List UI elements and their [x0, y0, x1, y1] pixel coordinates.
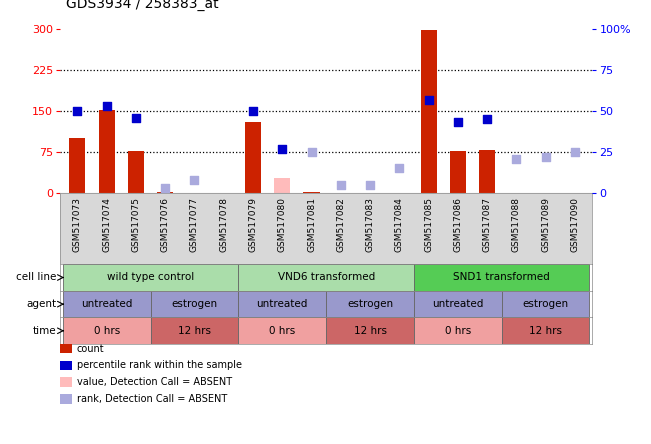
Bar: [274, 178, 290, 193]
Text: GSM517090: GSM517090: [570, 197, 579, 252]
Text: GSM517087: GSM517087: [482, 197, 492, 252]
Text: 12 hrs: 12 hrs: [178, 326, 211, 336]
Point: [482, 115, 492, 123]
Point: [394, 165, 404, 172]
Text: estrogen: estrogen: [523, 299, 569, 309]
Bar: [414, 317, 502, 344]
Bar: [99, 110, 115, 193]
Point: [131, 114, 141, 121]
Text: percentile rank within the sample: percentile rank within the sample: [77, 361, 242, 370]
Text: untreated: untreated: [81, 299, 132, 309]
Bar: [62, 317, 150, 344]
Point: [540, 154, 551, 161]
Point: [307, 148, 317, 156]
Bar: [238, 291, 326, 317]
Bar: [245, 122, 261, 193]
Bar: [326, 291, 414, 317]
Text: SND1 transformed: SND1 transformed: [453, 273, 550, 282]
Point: [570, 148, 580, 156]
Text: GSM517082: GSM517082: [337, 197, 345, 252]
Text: cell line: cell line: [16, 273, 57, 282]
Point: [277, 145, 288, 152]
Bar: [70, 139, 85, 193]
Text: GSM517081: GSM517081: [307, 197, 316, 252]
Text: GSM517075: GSM517075: [132, 197, 141, 252]
Text: time: time: [33, 326, 57, 336]
Point: [365, 181, 375, 188]
Bar: [502, 291, 590, 317]
Text: 0 hrs: 0 hrs: [269, 326, 296, 336]
Text: VND6 transformed: VND6 transformed: [277, 273, 375, 282]
Point: [72, 107, 83, 115]
Text: GSM517076: GSM517076: [161, 197, 170, 252]
Text: GDS3934 / 258383_at: GDS3934 / 258383_at: [66, 0, 219, 11]
Text: GSM517084: GSM517084: [395, 197, 404, 252]
Text: GSM517089: GSM517089: [541, 197, 550, 252]
Text: estrogen: estrogen: [347, 299, 393, 309]
Text: GSM517080: GSM517080: [278, 197, 286, 252]
Text: rank, Detection Call = ABSENT: rank, Detection Call = ABSENT: [77, 394, 227, 404]
Text: GSM517077: GSM517077: [190, 197, 199, 252]
Bar: [157, 192, 173, 193]
Point: [452, 119, 463, 126]
Point: [160, 185, 171, 192]
Text: GSM517079: GSM517079: [249, 197, 258, 252]
Bar: [414, 291, 502, 317]
Bar: [303, 192, 320, 193]
Text: value, Detection Call = ABSENT: value, Detection Call = ABSENT: [77, 377, 232, 387]
Bar: [479, 151, 495, 193]
Bar: [238, 317, 326, 344]
Point: [511, 155, 521, 162]
Bar: [150, 291, 238, 317]
Text: GSM517085: GSM517085: [424, 197, 433, 252]
Bar: [414, 264, 590, 291]
Point: [335, 181, 346, 188]
Bar: [421, 30, 437, 193]
Text: 12 hrs: 12 hrs: [353, 326, 387, 336]
Text: GSM517074: GSM517074: [102, 197, 111, 252]
Bar: [238, 264, 414, 291]
Text: GSM517073: GSM517073: [73, 197, 82, 252]
Point: [102, 103, 112, 110]
Text: GSM517088: GSM517088: [512, 197, 521, 252]
Bar: [450, 151, 466, 193]
Bar: [128, 151, 144, 193]
Text: agent: agent: [27, 299, 57, 309]
Text: estrogen: estrogen: [171, 299, 217, 309]
Text: GSM517078: GSM517078: [219, 197, 229, 252]
Text: untreated: untreated: [432, 299, 484, 309]
Text: GSM517083: GSM517083: [366, 197, 374, 252]
Point: [423, 96, 434, 103]
Text: count: count: [77, 344, 104, 353]
Text: wild type control: wild type control: [107, 273, 194, 282]
Bar: [62, 291, 150, 317]
Bar: [326, 317, 414, 344]
Text: 12 hrs: 12 hrs: [529, 326, 562, 336]
Text: untreated: untreated: [256, 299, 308, 309]
Text: GSM517086: GSM517086: [453, 197, 462, 252]
Text: 0 hrs: 0 hrs: [445, 326, 471, 336]
Text: 0 hrs: 0 hrs: [94, 326, 120, 336]
Bar: [150, 317, 238, 344]
Point: [189, 176, 200, 183]
Bar: [62, 264, 238, 291]
Bar: [502, 317, 590, 344]
Point: [248, 107, 258, 115]
